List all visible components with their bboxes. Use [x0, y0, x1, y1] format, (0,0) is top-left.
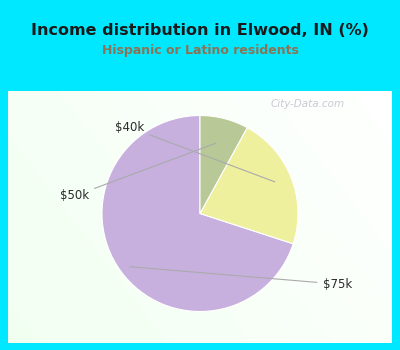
Wedge shape [200, 116, 247, 214]
Text: Hispanic or Latino residents: Hispanic or Latino residents [102, 44, 298, 57]
Text: $50k: $50k [60, 143, 216, 202]
Wedge shape [200, 128, 298, 244]
Text: $75k: $75k [130, 267, 352, 290]
Text: City-Data.com: City-Data.com [270, 99, 344, 108]
Wedge shape [102, 116, 293, 312]
Text: Income distribution in Elwood, IN (%): Income distribution in Elwood, IN (%) [31, 23, 369, 38]
Text: $40k: $40k [115, 121, 275, 182]
